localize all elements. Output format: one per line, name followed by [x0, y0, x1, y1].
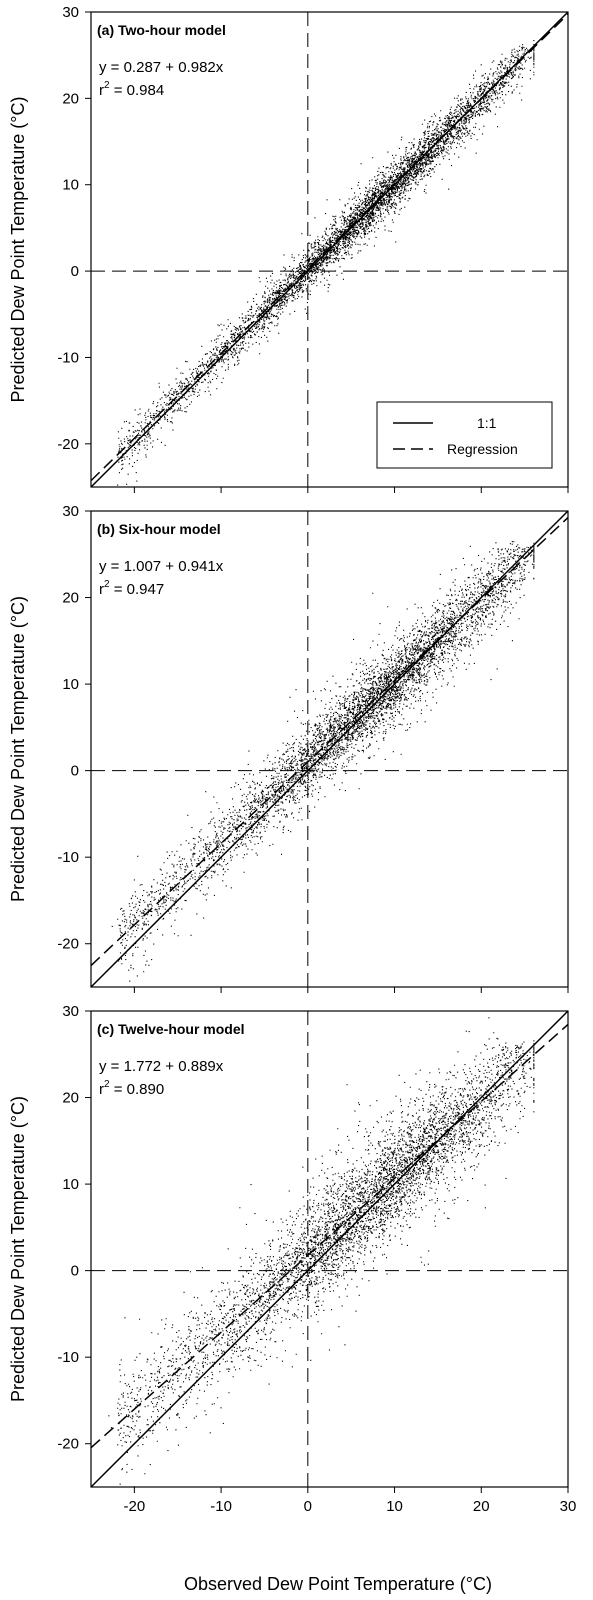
r-squared-value: = 0.947 — [110, 581, 165, 598]
r-squared-superscript: 2 — [104, 80, 110, 91]
point-cloud — [108, 1017, 535, 1487]
legend-label-one-to-one: 1:1 — [477, 415, 497, 431]
r-squared-superscript: 2 — [104, 579, 110, 590]
r-squared-prefix: r — [99, 581, 104, 598]
y-tick-label: 0 — [71, 1263, 79, 1280]
scatter-points — [117, 40, 535, 486]
panel-title: (c) Twelve-hour model — [97, 1021, 245, 1037]
legend-box — [376, 401, 553, 469]
y-tick-label: -10 — [57, 849, 79, 866]
x-tick-label: 10 — [386, 1498, 403, 1515]
panel-title: (b) Six-hour model — [97, 521, 221, 537]
x-tick-label: 30 — [560, 1498, 577, 1515]
regression-equation: y = 1.007 + 0.941x — [99, 558, 224, 575]
y-tick-label: 20 — [62, 590, 79, 607]
one-to-one-line — [91, 511, 568, 987]
panel-b: -20 -10 0 10 20 30 (b) Six-hour model y = 1.007… — [8, 503, 569, 993]
legend: 1:1 Regression — [376, 401, 553, 469]
r-squared-label: r2 = 0.890 — [99, 1079, 164, 1098]
regression-equation: y = 0.287 + 0.982x — [99, 59, 224, 76]
y-tick-label: 0 — [71, 763, 79, 780]
y-tick-label: 30 — [62, 1003, 79, 1020]
y-tick-label: 10 — [62, 676, 79, 693]
y-tick-label: -10 — [57, 1349, 79, 1366]
y-axis-title: Predicted Dew Point Temperature (°C) — [8, 596, 28, 902]
regression-equation: y = 1.772 + 0.889x — [99, 1058, 224, 1075]
y-tick-label: 20 — [62, 1090, 79, 1107]
scatter-points — [108, 1017, 535, 1487]
regression-line — [91, 1023, 568, 1449]
one-to-one-line — [91, 12, 568, 487]
point-cloud — [111, 541, 535, 982]
y-tick-label: 20 — [62, 90, 79, 107]
y-tick-label: -20 — [57, 1436, 79, 1453]
x-axis-title: Observed Dew Point Temperature (°C) — [184, 1574, 492, 1594]
y-tick-label: -20 — [57, 936, 79, 953]
regression-line — [91, 13, 568, 482]
legend-label-regression: Regression — [447, 441, 518, 457]
y-tick-label: -20 — [57, 436, 79, 453]
x-tick-label: 20 — [473, 1498, 490, 1515]
y-tick-label: 30 — [62, 4, 79, 21]
y-tick-label: 10 — [62, 177, 79, 194]
plot-frame — [90, 510, 569, 988]
point-cloud — [117, 40, 535, 486]
plot-frame — [90, 11, 569, 488]
x-tick-label: -10 — [210, 1498, 232, 1515]
r-squared-label: r2 = 0.984 — [99, 80, 164, 99]
panel-a: -20 -10 0 10 20 30 (a) Two-hour model y = 0.287… — [8, 4, 569, 493]
plot-frame — [90, 1010, 569, 1488]
y-axis-title: Predicted Dew Point Temperature (°C) — [8, 97, 28, 403]
panel-title: (a) Two-hour model — [97, 22, 226, 38]
regression-line — [91, 517, 568, 967]
r-squared-prefix: r — [99, 82, 104, 99]
y-tick-label: 10 — [62, 1176, 79, 1193]
r-squared-value: = 0.890 — [110, 1081, 165, 1098]
panel-c: -20 -10 0 10 20 30 -20 -10 0 10 20 30 (c) Twelve-hou… — [8, 1003, 577, 1515]
y-tick-label: -10 — [57, 349, 79, 366]
r-squared-value: = 0.984 — [110, 82, 165, 99]
x-tick-label: -20 — [124, 1498, 146, 1515]
x-tick-label: 0 — [304, 1498, 312, 1515]
r-squared-prefix: r — [99, 1081, 104, 1098]
y-tick-label: 0 — [71, 263, 79, 280]
scatter-points — [111, 541, 535, 982]
one-to-one-line — [91, 1011, 568, 1487]
r-squared-label: r2 = 0.947 — [99, 579, 164, 598]
y-axis-title: Predicted Dew Point Temperature (°C) — [8, 1096, 28, 1402]
y-tick-label: 30 — [62, 503, 79, 520]
r-squared-superscript: 2 — [104, 1079, 110, 1090]
